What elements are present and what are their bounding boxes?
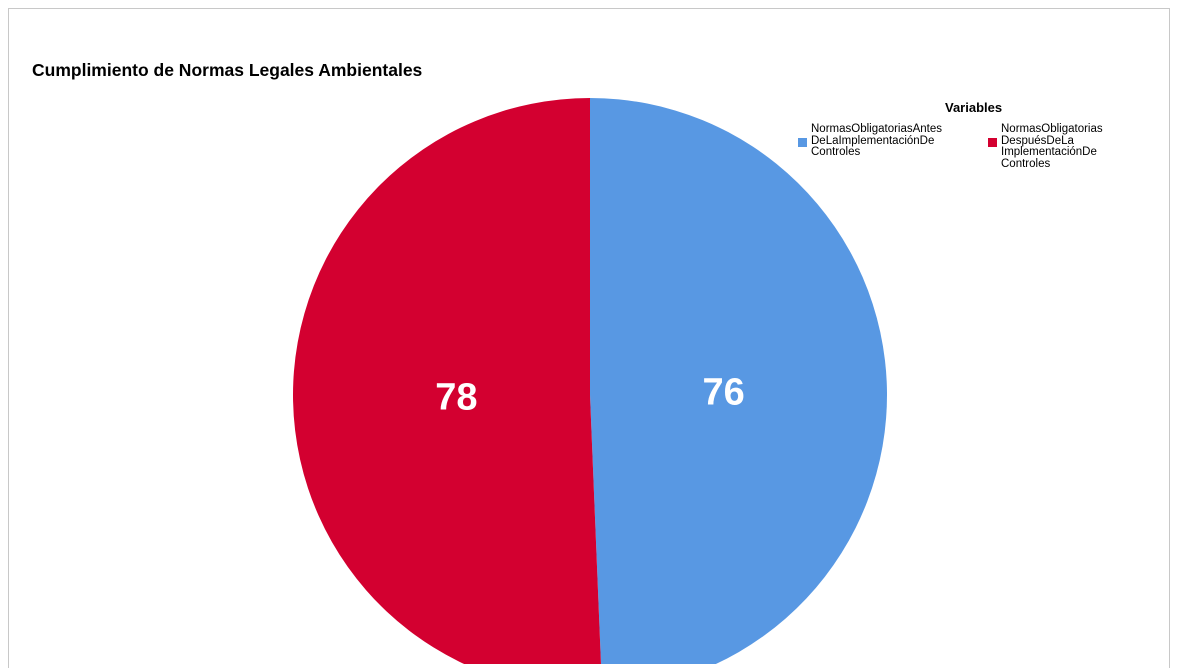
legend-line: DespuésDeLa bbox=[1001, 134, 1074, 147]
legend-item-after: NormasObligatorias DespuésDeLa Implement… bbox=[988, 123, 1149, 170]
legend-title: Variables bbox=[945, 100, 1003, 115]
pie-slice-label: 78 bbox=[435, 377, 477, 419]
legend-line: Controles bbox=[811, 146, 861, 158]
pie-slice-label: 76 bbox=[702, 371, 744, 413]
legend-item-before: NormasObligatoriasAntes DeLaImplementaci… bbox=[798, 123, 959, 159]
legend-line: DeLaImplementaciónDe bbox=[811, 134, 935, 147]
legend-swatch-before bbox=[798, 138, 807, 147]
legend-label-before: NormasObligatoriasAntes DeLaImplementaci… bbox=[811, 123, 959, 159]
legend-label-after: NormasObligatorias DespuésDeLa Implement… bbox=[1001, 123, 1149, 170]
pie-slice-before bbox=[590, 98, 888, 664]
legend-swatch-after bbox=[988, 138, 997, 147]
legend-line: Controles bbox=[1001, 157, 1051, 170]
chart-title: Cumplimiento de Normas Legales Ambiental… bbox=[32, 60, 423, 80]
legend-line: NormasObligatorias bbox=[1001, 123, 1103, 135]
legend-line: NormasObligatoriasAntes bbox=[811, 123, 943, 135]
legend-line: ImplementaciónDe bbox=[1001, 146, 1097, 158]
pie-slice-after bbox=[293, 98, 601, 664]
